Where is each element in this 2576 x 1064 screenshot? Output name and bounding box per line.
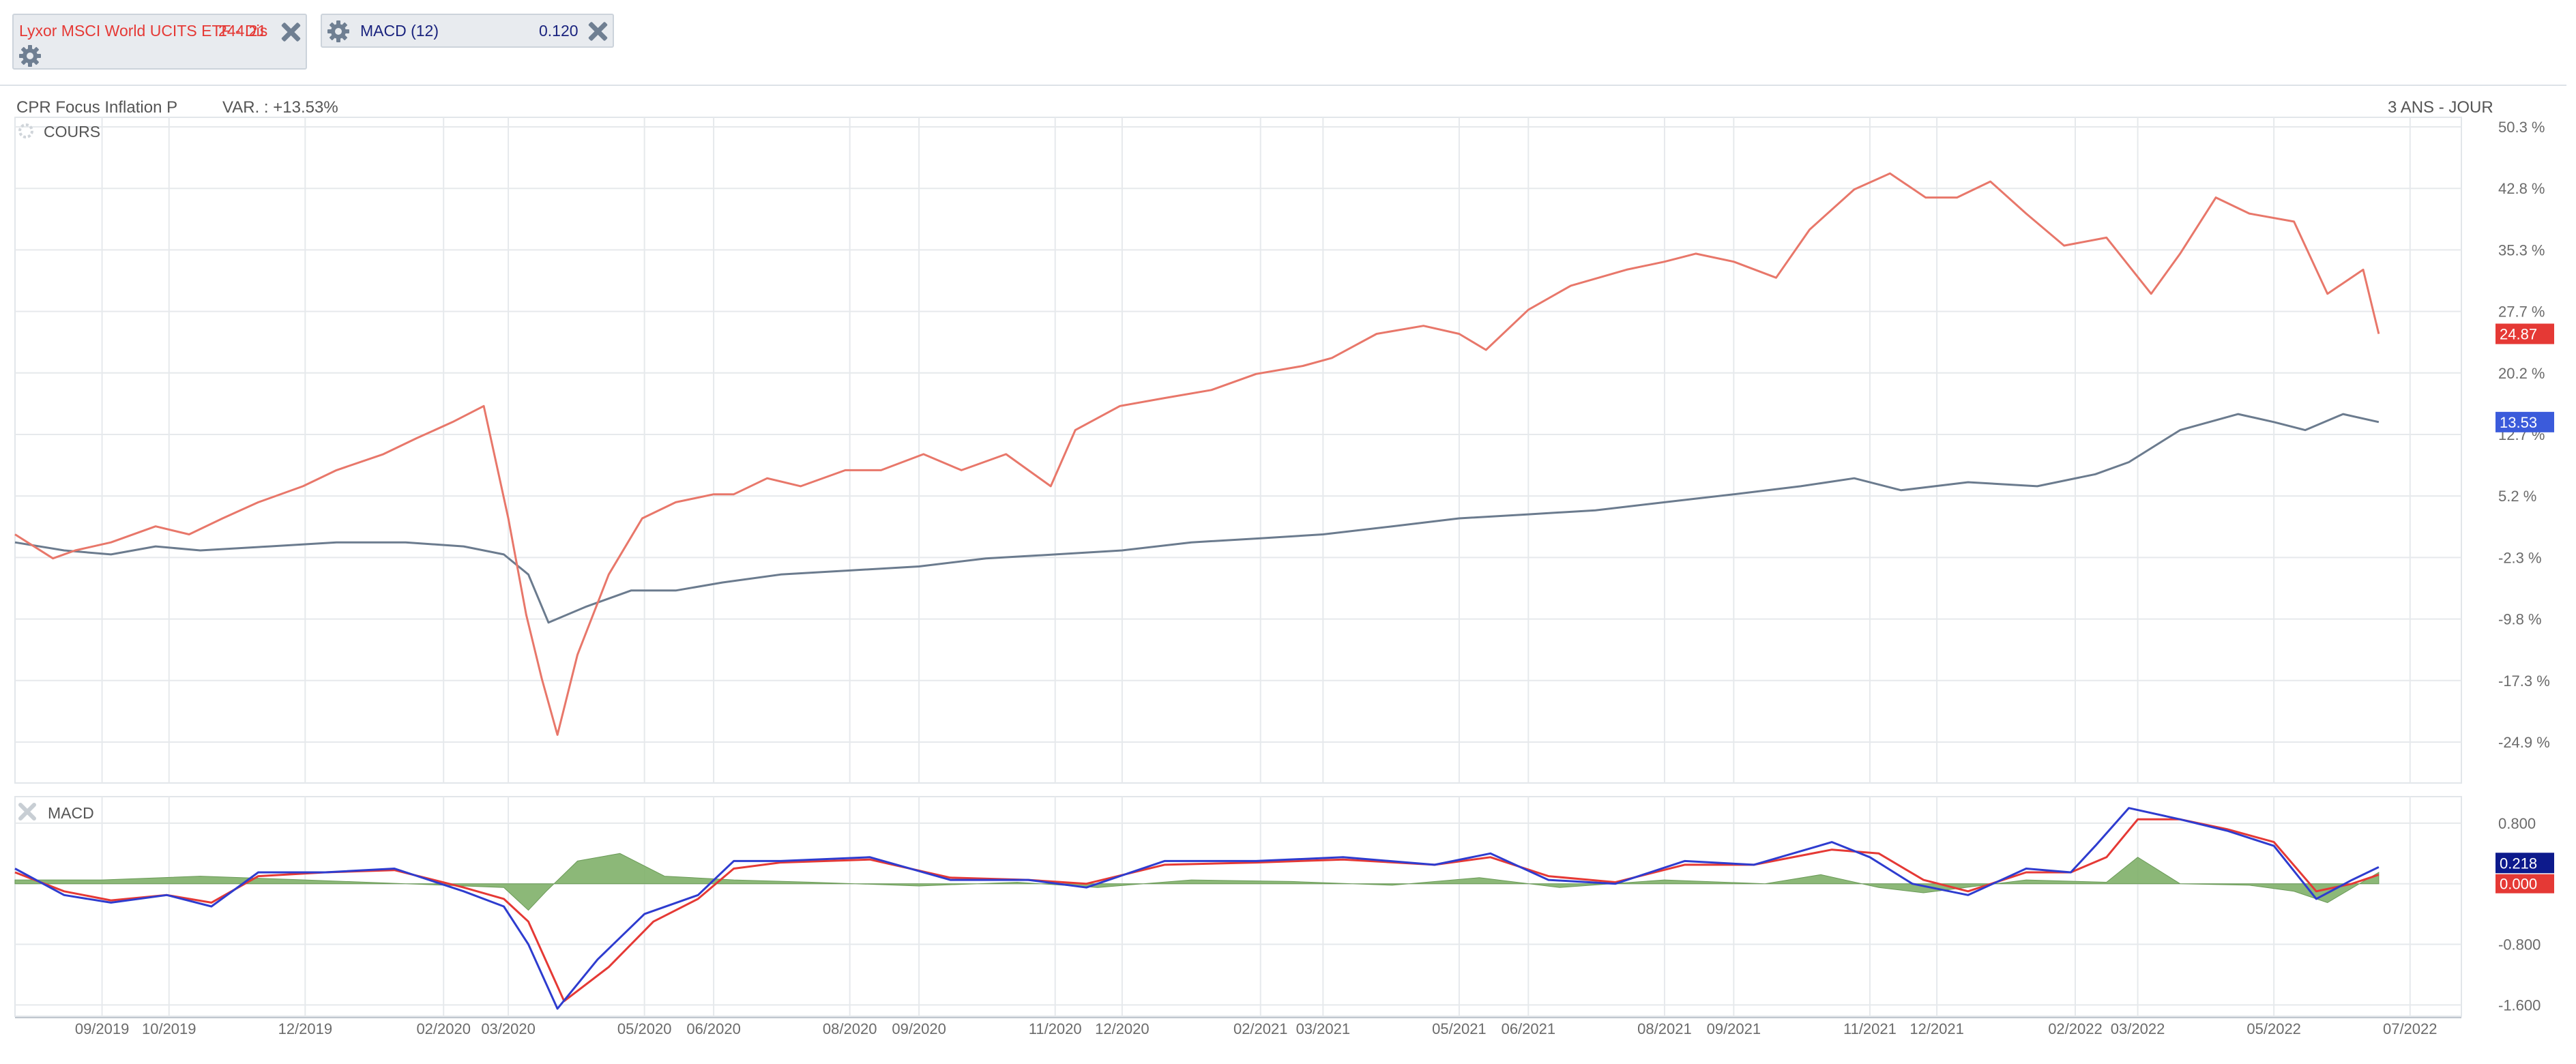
macd-y-tick-label: 0.800 xyxy=(2498,815,2536,832)
x-tick-label: 09/2020 xyxy=(892,1020,946,1037)
x-tick-label: 05/2021 xyxy=(1432,1020,1487,1037)
legend-tag-macd-value: 0.120 xyxy=(539,22,579,40)
x-tick-label: 07/2022 xyxy=(2383,1020,2438,1037)
series-line-cpr-focus-inflation xyxy=(14,413,2380,624)
y-tick-label: 42.8 % xyxy=(2498,180,2545,197)
macd-panel-frame xyxy=(14,796,2462,1017)
x-tick-label: 05/2022 xyxy=(2246,1020,2301,1037)
macd-close-icon[interactable] xyxy=(18,803,36,821)
variation-value: VAR. : +13.53% xyxy=(222,98,338,117)
last-value-badge-primary-bg xyxy=(2496,323,2554,344)
x-tick-label: 08/2021 xyxy=(1637,1020,1692,1037)
period-label: 3 ANS - JOUR xyxy=(2388,98,2493,117)
x-tick-label: 03/2021 xyxy=(1296,1020,1351,1037)
main-panel-frame xyxy=(14,117,2462,784)
macd-last-value-badge: 0.218 xyxy=(2500,855,2537,872)
legend-tag-primary-value: 244.21 xyxy=(218,22,267,40)
macd-panel-label: MACD xyxy=(48,804,94,822)
settings-gear-icon[interactable] xyxy=(18,44,42,68)
x-tick-label: 09/2019 xyxy=(75,1020,130,1037)
cours-gear-icon[interactable] xyxy=(18,123,33,138)
macd-histogram-area xyxy=(14,853,2380,911)
x-tick-label: 08/2020 xyxy=(823,1020,877,1037)
macd-signal-line xyxy=(14,818,2380,1003)
y-tick-label: 5.2 % xyxy=(2498,488,2536,505)
legend-tag-primary-name: Lyxor MSCI World UCITS ETF - Dis xyxy=(19,22,268,40)
macd-y-tick-label: -1.600 xyxy=(2498,996,2541,1014)
toolbar-divider xyxy=(0,85,2576,86)
macd-signal-badge: 0.000 xyxy=(2500,876,2537,893)
x-tick-label: 11/2021 xyxy=(1843,1020,1897,1037)
x-tick-label: 12/2021 xyxy=(1909,1020,1964,1037)
x-tick-label: 12/2019 xyxy=(278,1020,333,1037)
remove-series-primary-close-icon[interactable] xyxy=(278,20,302,44)
legend-tag-primary[interactable]: Lyxor MSCI World UCITS ETF - Dis 244.21 xyxy=(12,14,307,70)
x-tick-label: 03/2022 xyxy=(2111,1020,2165,1037)
x-tick-label: 02/2021 xyxy=(1233,1020,1288,1037)
last-value-badge-primary: 24.87 xyxy=(2500,325,2537,342)
legend-tag-macd-name: MACD (12) xyxy=(360,22,439,40)
macd-y-tick-label: -0.800 xyxy=(2498,936,2541,954)
x-tick-label: 12/2020 xyxy=(1095,1020,1150,1037)
x-tick-label: 05/2020 xyxy=(617,1020,672,1037)
y-tick-label: 50.3 % xyxy=(2498,119,2545,136)
x-tick-label: 06/2021 xyxy=(1502,1020,1556,1037)
x-tick-label: 02/2020 xyxy=(416,1020,471,1037)
x-tick-label: 03/2020 xyxy=(481,1020,536,1037)
macd-last-value-badge-bg xyxy=(2496,853,2554,874)
x-tick-label: 10/2019 xyxy=(142,1020,196,1037)
y-tick-label: -9.8 % xyxy=(2498,611,2542,628)
y-tick-label: -17.3 % xyxy=(2498,673,2550,690)
x-tick-label: 06/2020 xyxy=(686,1020,741,1037)
y-tick-label: 20.2 % xyxy=(2498,365,2545,382)
fund-name: CPR Focus Inflation P xyxy=(16,98,178,117)
x-tick-label: 11/2020 xyxy=(1029,1020,1082,1037)
series-line-lyxor-msci-world xyxy=(14,172,2380,736)
last-value-badge-secondary-bg xyxy=(2496,411,2554,432)
x-tick-label: 09/2021 xyxy=(1707,1020,1761,1037)
x-tick-label: 02/2022 xyxy=(2048,1020,2103,1037)
macd-settings-gear-icon[interactable] xyxy=(326,19,351,44)
y-tick-label: -24.9 % xyxy=(2498,734,2550,751)
y-tick-label: 35.3 % xyxy=(2498,241,2545,258)
y-tick-label: -2.3 % xyxy=(2498,549,2542,566)
legend-tag-macd[interactable]: MACD (12) 0.120 xyxy=(321,14,614,48)
y-tick-label: 27.7 % xyxy=(2498,304,2545,321)
macd-signal-badge-bg xyxy=(2496,874,2554,893)
scroll-gutter xyxy=(2566,0,2576,1064)
remove-macd-close-icon[interactable] xyxy=(585,20,609,43)
cours-panel-label: COURS xyxy=(44,123,100,141)
last-value-badge-secondary: 13.53 xyxy=(2500,414,2537,431)
macd-line xyxy=(14,807,2380,1010)
